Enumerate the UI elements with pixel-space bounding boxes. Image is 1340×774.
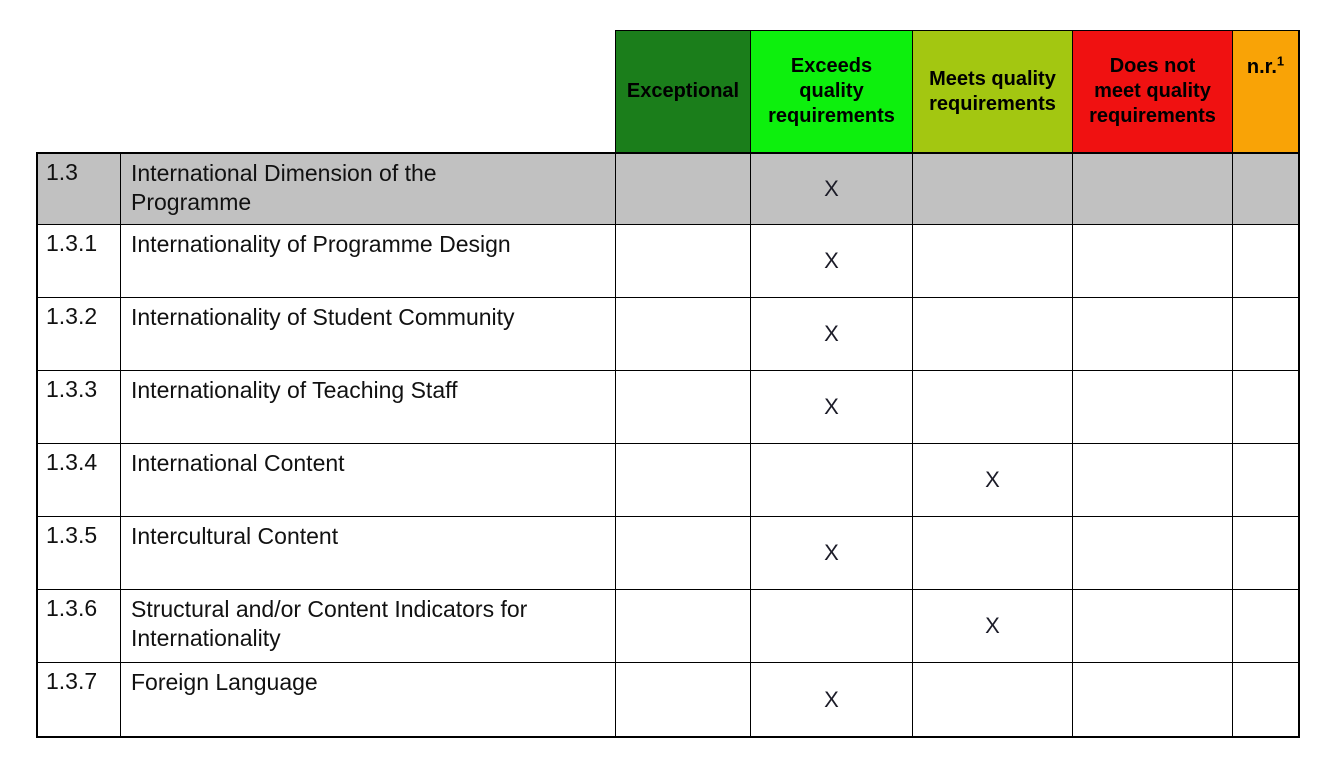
row-number: 1.3.3 [36, 371, 120, 444]
table-row-1-3-5: 1.3.5 Intercultural Content X [36, 517, 1300, 590]
row-title: Internationality of Programme Design [120, 225, 615, 298]
row-number: 1.3.4 [36, 444, 120, 517]
rating-cell-meets: X [912, 590, 1072, 663]
rating-cell-exceeds: X [750, 298, 912, 371]
rating-cell-exceptional [615, 371, 750, 444]
row-title: International Content [120, 444, 615, 517]
column-header-nr: n.r.1 [1232, 30, 1300, 152]
rating-cell-does-not-meet [1072, 663, 1232, 738]
nr-footnote-marker: 1 [1276, 53, 1285, 69]
table-row-1-3-4: 1.3.4 International Content X [36, 444, 1300, 517]
rating-cell-meets [912, 225, 1072, 298]
rating-cell-exceeds: X [750, 225, 912, 298]
column-header-meets-quality-requirements: Meets quality requirements [912, 30, 1072, 152]
rating-cell-does-not-meet [1072, 225, 1232, 298]
rating-cell-meets: X [912, 444, 1072, 517]
table-row-1-3-1: 1.3.1 Internationality of Programme Desi… [36, 225, 1300, 298]
column-header-does-not-meet-quality-requirements: Does not meet quality requirements [1072, 30, 1232, 152]
rating-cell-does-not-meet [1072, 517, 1232, 590]
table-row-1-3-7: 1.3.7 Foreign Language X [36, 663, 1300, 738]
rating-cell-exceeds: X [750, 371, 912, 444]
rating-cell-meets [912, 298, 1072, 371]
rating-cell-does-not-meet [1072, 444, 1232, 517]
row-number: 1.3 [36, 152, 120, 225]
rating-cell-nr [1232, 298, 1300, 371]
rating-cell-exceptional [615, 225, 750, 298]
rating-cell-nr [1232, 225, 1300, 298]
rating-cell-exceptional [615, 444, 750, 517]
row-title: Intercultural Content [120, 517, 615, 590]
row-title: Foreign Language [120, 663, 615, 738]
row-number: 1.3.2 [36, 298, 120, 371]
rating-cell-does-not-meet [1072, 298, 1232, 371]
rating-cell-does-not-meet [1072, 371, 1232, 444]
row-number: 1.3.6 [36, 590, 120, 663]
rating-cell-exceptional [615, 590, 750, 663]
row-title: Structural and/or Content Indicators for… [120, 590, 615, 663]
rating-cell-exceptional [615, 152, 750, 225]
rating-cell-meets [912, 517, 1072, 590]
row-number: 1.3.7 [36, 663, 120, 738]
rating-cell-nr [1232, 444, 1300, 517]
rating-cell-nr [1232, 590, 1300, 663]
row-title: Internationality of Student Community [120, 298, 615, 371]
rating-cell-meets [912, 663, 1072, 738]
rating-cell-exceeds: X [750, 517, 912, 590]
rating-header-row: Exceptional Exceeds quality requirements… [36, 30, 1300, 152]
header-spacer-title [120, 30, 615, 152]
rating-cell-nr [1232, 152, 1300, 225]
rating-cell-exceeds [750, 590, 912, 663]
rating-cell-nr [1232, 663, 1300, 738]
column-header-exceeds-quality-requirements: Exceeds quality requirements [750, 30, 912, 152]
table-row-1-3-3: 1.3.3 Internationality of Teaching Staff… [36, 371, 1300, 444]
table-row-1-3-2: 1.3.2 Internationality of Student Commun… [36, 298, 1300, 371]
rating-cell-exceeds [750, 444, 912, 517]
row-title: Internationality of Teaching Staff [120, 371, 615, 444]
rating-cell-does-not-meet [1072, 590, 1232, 663]
header-spacer-number [36, 30, 120, 152]
rating-cell-exceptional [615, 517, 750, 590]
nr-label: n.r.1 [1246, 53, 1285, 78]
table-row-1-3: 1.3 International Dimension of the Progr… [36, 152, 1300, 225]
rating-cell-does-not-meet [1072, 152, 1232, 225]
table-row-1-3-6: 1.3.6 Structural and/or Content Indicato… [36, 590, 1300, 663]
rating-cell-exceeds: X [750, 152, 912, 225]
row-number: 1.3.1 [36, 225, 120, 298]
rating-cell-nr [1232, 371, 1300, 444]
rating-cell-exceeds: X [750, 663, 912, 738]
rating-cell-nr [1232, 517, 1300, 590]
rating-cell-meets [912, 152, 1072, 225]
column-header-exceptional: Exceptional [615, 30, 750, 152]
row-number: 1.3.5 [36, 517, 120, 590]
rating-cell-exceptional [615, 663, 750, 738]
rating-cell-meets [912, 371, 1072, 444]
row-title: International Dimension of the Programme [120, 152, 615, 225]
rating-cell-exceptional [615, 298, 750, 371]
assessment-table: Exceptional Exceeds quality requirements… [36, 30, 1300, 738]
